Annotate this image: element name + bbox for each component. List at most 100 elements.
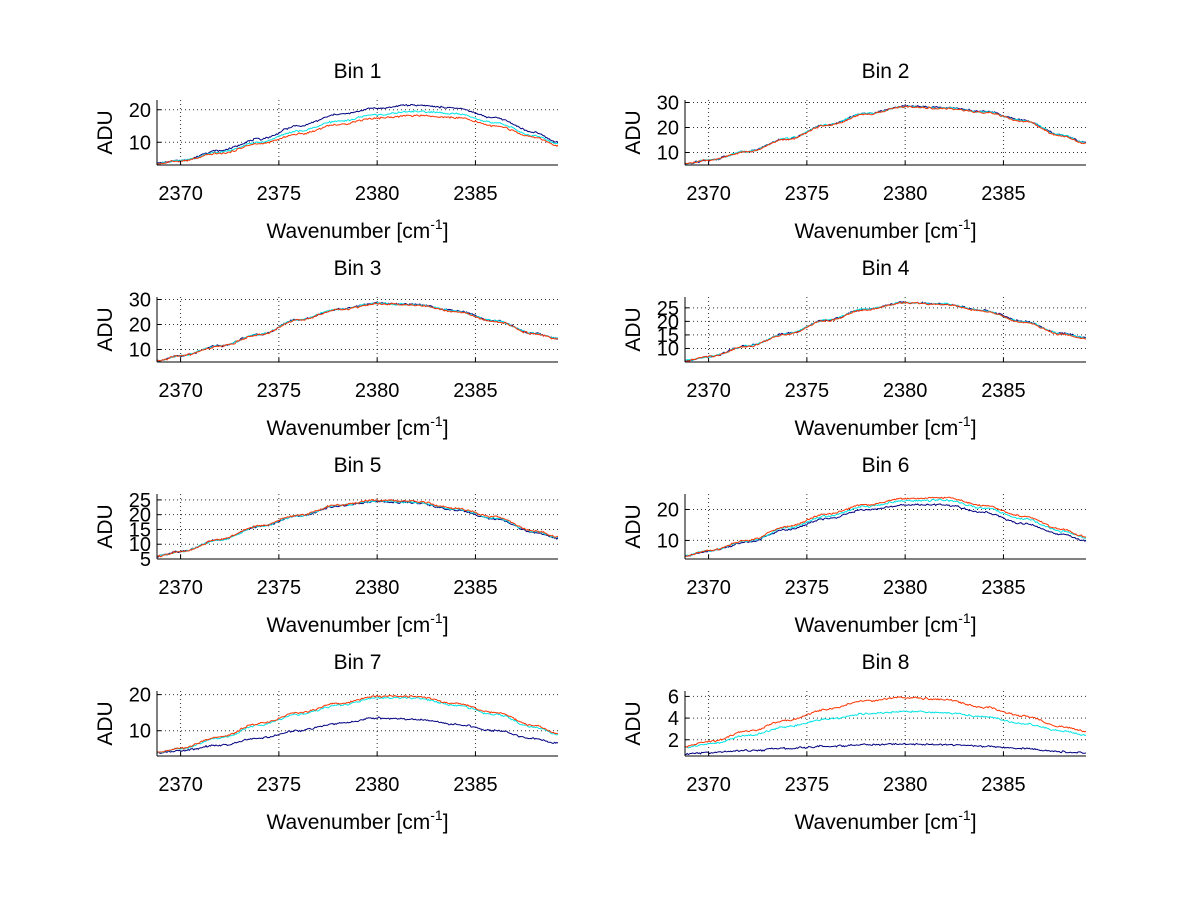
- x-tick-label: 2385: [981, 774, 1026, 796]
- series-line-3: [157, 498, 558, 558]
- y-tick-label: 25: [657, 298, 679, 320]
- y-tick-label: 10: [657, 530, 679, 552]
- plot-area: [685, 691, 1086, 756]
- plot-area: [157, 100, 558, 165]
- series-group: [157, 694, 558, 754]
- x-tick-label: 2385: [981, 183, 1026, 205]
- x-tick-label: 2375: [785, 183, 830, 205]
- series-line-2: [157, 696, 558, 754]
- x-axis-label: Wavenumber [cm-1]: [794, 610, 976, 637]
- y-tick-label: 15: [657, 325, 679, 347]
- y-tick-label: 10: [129, 534, 151, 556]
- x-axis-label: Wavenumber [cm-1]: [266, 216, 448, 243]
- subplot-bin-8: 2370 2375 2380 2385 246 Bin 8 ADU Wavenumber [c…: [622, 651, 1086, 834]
- subplot-title: Bin 5: [334, 454, 382, 477]
- x-tick-label: 2370: [158, 774, 203, 796]
- x-tick-label: 2380: [883, 380, 928, 402]
- y-tick-label: 10: [657, 338, 679, 360]
- x-tick-label: 2375: [257, 577, 302, 599]
- subplot-title: Bin 7: [334, 651, 382, 674]
- x-axis-label: Wavenumber [cm-1]: [266, 610, 448, 637]
- plot-area: [157, 494, 558, 559]
- x-axis-label: Wavenumber [cm-1]: [794, 216, 976, 243]
- x-tick-label: 2380: [355, 577, 400, 599]
- y-tick-label: 6: [668, 686, 679, 708]
- x-tick-label: 2385: [453, 577, 498, 599]
- x-tick-label: 2375: [785, 380, 830, 402]
- series-line-3: [157, 302, 558, 362]
- subplot-bin-6: 2370 2375 2380 2385 10 20 Bin 6 ADU Wavenumber […: [622, 454, 1086, 637]
- y-tick-label: 2: [668, 730, 679, 752]
- series-line-3: [157, 694, 558, 753]
- y-tick-label: 20: [129, 505, 151, 527]
- y-tick-label: 10: [129, 132, 151, 154]
- y-axis-label: ADU: [622, 307, 645, 351]
- x-tick-label: 2380: [883, 774, 928, 796]
- y-tick-label: 20: [129, 315, 151, 337]
- x-tick-label: 2380: [355, 380, 400, 402]
- x-tick-label: 2380: [883, 577, 928, 599]
- y-tick-label: 10: [657, 143, 679, 165]
- x-tick-label: 2370: [686, 577, 731, 599]
- y-tick-label: 20: [657, 311, 679, 333]
- y-axis-label: ADU: [94, 110, 117, 154]
- subplot-title: Bin 6: [862, 454, 910, 477]
- x-tick-label: 2375: [785, 577, 830, 599]
- x-tick-label: 2385: [981, 577, 1026, 599]
- x-tick-label: 2370: [686, 774, 731, 796]
- y-axis-label: ADU: [622, 110, 645, 154]
- plot-area: [685, 297, 1086, 362]
- x-tick-label: 2380: [355, 774, 400, 796]
- series-line-1: [685, 503, 1086, 557]
- x-tick-label: 2375: [257, 380, 302, 402]
- x-tick-label: 2370: [686, 183, 731, 205]
- x-tick-label: 2375: [257, 774, 302, 796]
- x-tick-label: 2370: [158, 183, 203, 205]
- series-line-3: [685, 696, 1086, 748]
- y-tick-label: 20: [129, 685, 151, 707]
- x-tick-label: 2370: [158, 380, 203, 402]
- x-axis-label: Wavenumber [cm-1]: [794, 413, 976, 440]
- plot-area: [685, 494, 1086, 559]
- series-line-3: [157, 114, 558, 165]
- subplot-bin-2: 2370 2375 2380 2385 10 20 30 Bin 2 ADU Wavenumber…: [622, 60, 1086, 243]
- series-group: [685, 301, 1086, 362]
- x-axis-label: Wavenumber [cm-1]: [266, 807, 448, 834]
- x-tick-label: 2385: [453, 774, 498, 796]
- series-line-2: [685, 710, 1086, 749]
- series-line-3: [685, 301, 1086, 362]
- y-axis-label: ADU: [622, 701, 645, 745]
- x-tick-label: 2375: [785, 774, 830, 796]
- subplot-title: Bin 1: [334, 60, 382, 83]
- series-group: [685, 496, 1086, 557]
- y-tick-label: 20: [657, 499, 679, 521]
- series-group: [685, 696, 1086, 756]
- x-tick-label: 2370: [158, 577, 203, 599]
- series-line-1: [685, 742, 1086, 756]
- y-tick-label: 20: [129, 100, 151, 122]
- series-line-3: [685, 105, 1086, 165]
- subplot-bin-3: 2370 2375 2380 2385 10 20 30 Bin 3 ADU Wavenumber…: [94, 257, 558, 440]
- y-tick-label: 30: [657, 93, 679, 115]
- series-group: [157, 301, 558, 362]
- y-tick-label: 10: [129, 721, 151, 743]
- x-tick-label: 2380: [355, 183, 400, 205]
- x-tick-label: 2385: [981, 380, 1026, 402]
- series-line-3: [685, 496, 1086, 557]
- subplot-bin-7: 2370 2375 2380 2385 10 20 Bin 7 ADU Wavenumber […: [94, 651, 558, 834]
- y-axis-label: ADU: [94, 504, 117, 548]
- y-axis-label: ADU: [94, 307, 117, 351]
- series-group: [157, 103, 558, 165]
- x-tick-label: 2385: [453, 380, 498, 402]
- x-tick-label: 2370: [686, 380, 731, 402]
- y-tick-label: 4: [668, 708, 679, 730]
- x-axis-label: Wavenumber [cm-1]: [794, 807, 976, 834]
- series-group: [685, 105, 1086, 165]
- plot-area: [157, 691, 558, 756]
- y-axis-label: ADU: [622, 504, 645, 548]
- series-line-1: [157, 103, 558, 165]
- x-axis-label: Wavenumber [cm-1]: [266, 413, 448, 440]
